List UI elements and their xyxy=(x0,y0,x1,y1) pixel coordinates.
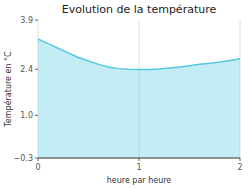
tick-label: 2.4 xyxy=(20,65,33,74)
tick-mark xyxy=(35,158,38,159)
plot-area xyxy=(38,39,240,158)
tick-mark xyxy=(35,115,38,116)
title: Evolution de la température xyxy=(62,3,217,16)
tick-label: 1.0 xyxy=(20,111,33,120)
tick-label: 0 xyxy=(35,163,40,172)
line xyxy=(38,39,240,70)
y-axis-label: Température en °C xyxy=(3,51,13,128)
tick-mark xyxy=(35,20,38,21)
tick-mark xyxy=(35,69,38,70)
tick-label: 3.9 xyxy=(20,16,33,25)
tick-label: 2 xyxy=(237,163,242,172)
x-axis-line xyxy=(38,158,240,159)
tick-label: 1 xyxy=(136,163,141,172)
x-axis-label: heure par heure xyxy=(107,176,172,185)
area xyxy=(38,39,240,158)
tick-label: −0.3 xyxy=(14,154,33,163)
chart: 0 1 2 −0.3 1.0 2.4 3.9 Evolution de la températ… xyxy=(0,0,250,188)
